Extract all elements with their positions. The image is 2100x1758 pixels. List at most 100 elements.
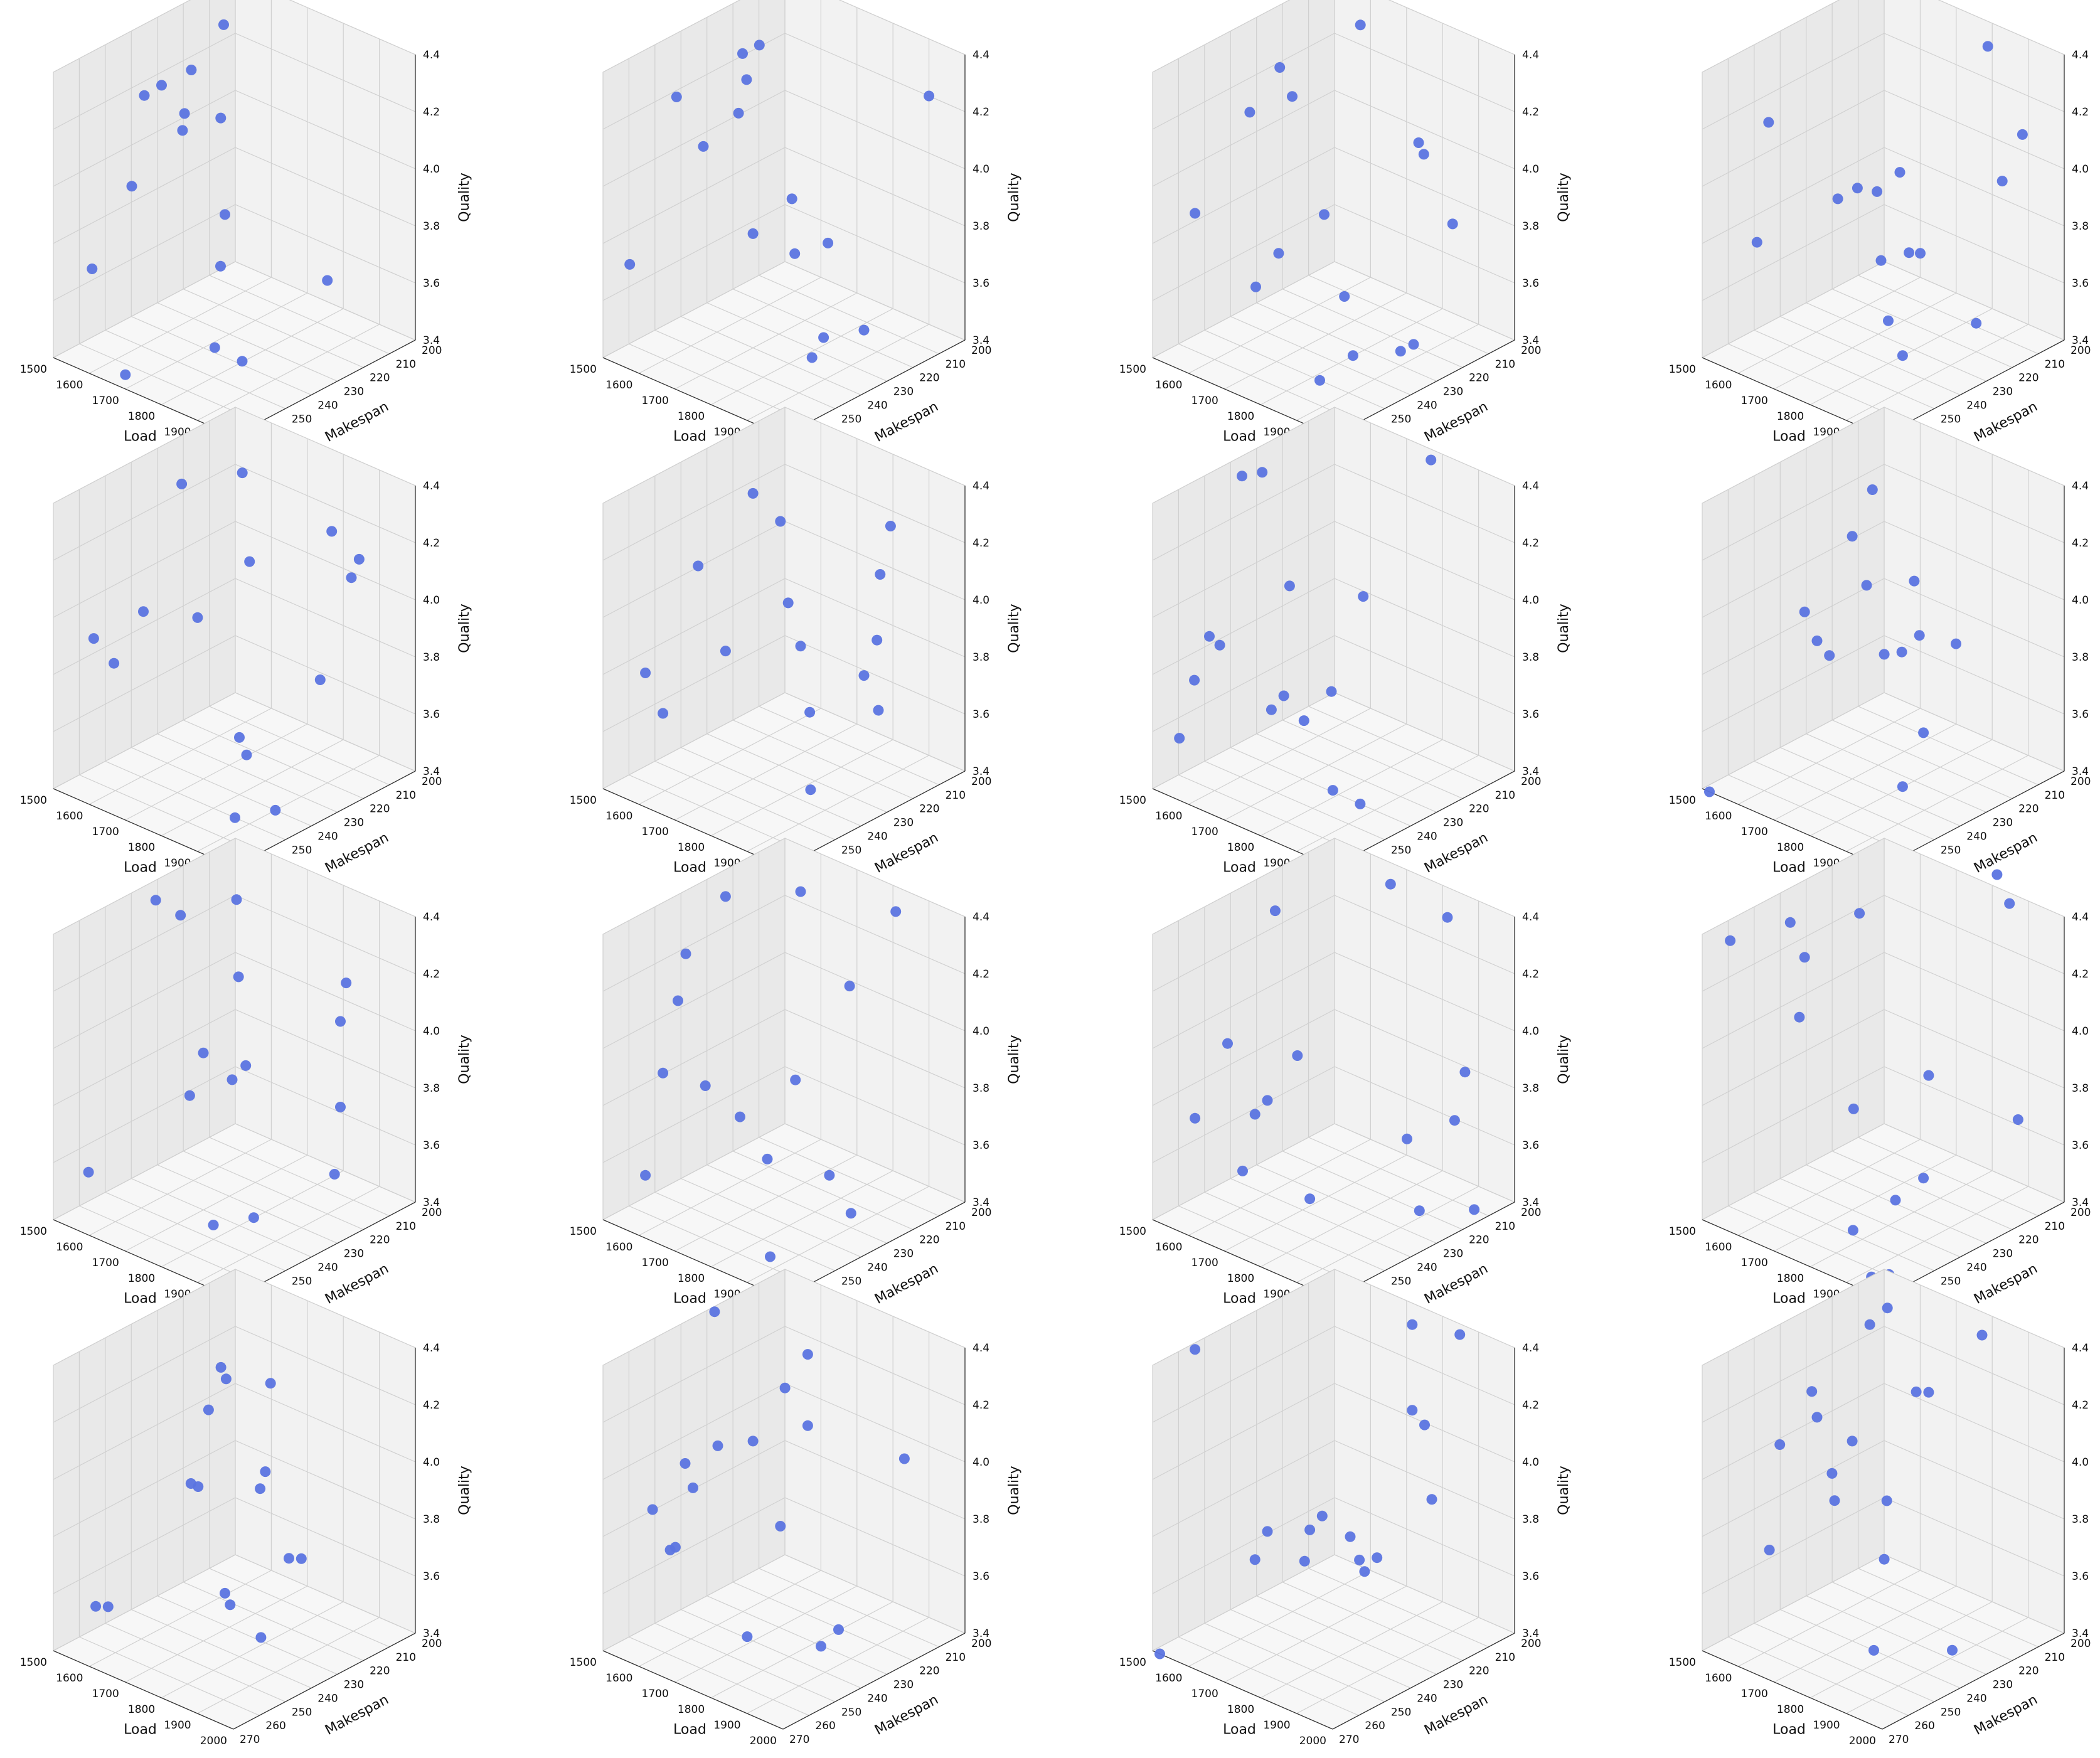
data-point <box>1355 19 1366 31</box>
z-tick-label: 3.8 <box>423 220 440 233</box>
gridline-x <box>197 324 380 421</box>
y-tick-label: 210 <box>2045 1220 2065 1233</box>
gridline-z <box>1334 635 1515 715</box>
grid-lines <box>53 1269 416 1730</box>
x-axis-label: Load <box>1772 860 1806 876</box>
z-tick-label: 4.0 <box>973 1456 989 1469</box>
data-point <box>237 356 248 367</box>
gridline-z <box>602 1326 786 1423</box>
y-tick-label: 210 <box>1495 789 1515 802</box>
gridline-y <box>209 706 390 786</box>
z-tick-label: 4.4 <box>2072 49 2089 61</box>
data-point <box>1832 193 1843 205</box>
data-point <box>1407 1405 1418 1416</box>
x-tick-label: 1900 <box>164 1719 191 1732</box>
data-point <box>669 1542 681 1553</box>
gridline-y <box>759 1137 939 1217</box>
chart-panel-13: Group 13 Data150016001700180019002000200… <box>8 1269 484 1747</box>
data-points <box>1190 19 1458 386</box>
data-point <box>1848 1103 1859 1114</box>
y-tick-label: 240 <box>1966 830 1986 843</box>
gridline-z <box>602 1383 786 1480</box>
gridline-y <box>759 706 939 786</box>
x-axis-line <box>1152 788 1333 868</box>
gridline-z <box>1334 147 1515 226</box>
gridline-x <box>161 739 344 836</box>
gridline-y <box>706 1164 887 1244</box>
z-tick-label: 4.4 <box>2072 911 2089 924</box>
chart-panel-15: Group 15 Data150016001700180019002000200… <box>1107 1269 1584 1747</box>
data-point <box>233 971 244 983</box>
gridline-z <box>602 838 786 935</box>
gridline-z <box>1884 1554 2065 1634</box>
gridline-x <box>639 277 821 374</box>
y-tick-label: 210 <box>396 358 416 371</box>
data-point <box>1909 575 1920 587</box>
gridline-x <box>1774 1154 1957 1252</box>
gridline-x <box>710 308 893 405</box>
gridline-x <box>1296 324 1479 421</box>
scatter-3d-plot: 1500160017001800190020002002102202302402… <box>1669 838 2091 1316</box>
gridline-z <box>602 635 786 732</box>
gridline-z <box>1152 1383 1335 1480</box>
data-point <box>1826 1468 1838 1479</box>
data-point <box>335 1102 346 1112</box>
y-tick-label: 200 <box>2071 344 2091 357</box>
data-point <box>1316 1510 1328 1521</box>
data-point <box>833 1624 844 1635</box>
data-point <box>1327 785 1338 796</box>
z-tick-label: 3.8 <box>973 220 989 233</box>
gridline-y <box>183 720 364 799</box>
gridline-y <box>1230 1609 1411 1688</box>
gridline-z <box>1152 895 1335 992</box>
z-tick-label: 4.4 <box>1522 1342 1539 1355</box>
gridline-y <box>681 1178 861 1257</box>
data-point <box>1868 1644 1879 1656</box>
data-point <box>1879 1553 1890 1565</box>
z-tick-label: 3.6 <box>423 708 440 721</box>
gridline-z <box>235 464 416 543</box>
gridline-z <box>784 635 966 715</box>
z-tick-label: 4.4 <box>1522 49 1539 61</box>
x-tick-label: 1600 <box>1155 379 1182 392</box>
gridline-z <box>235 147 416 226</box>
y-tick-label: 210 <box>2045 1651 2065 1664</box>
gridline-x <box>125 292 308 390</box>
data-point <box>1799 952 1810 963</box>
data-point <box>1897 781 1908 792</box>
gridline-y <box>209 1137 390 1217</box>
x-axis-label: Load <box>673 1722 706 1738</box>
data-point <box>1774 1439 1786 1450</box>
data-point <box>1872 186 1883 197</box>
gridline-x <box>1846 755 2028 852</box>
z-tick-label: 4.2 <box>2072 537 2089 550</box>
data-point <box>823 237 834 248</box>
data-point <box>1372 1552 1383 1564</box>
gridline-z <box>1334 33 1515 112</box>
gridline-z <box>235 578 416 658</box>
gridline-y <box>1754 1622 1935 1702</box>
z-tick-label: 4.4 <box>423 1342 440 1355</box>
gridline-z <box>1702 1123 1885 1220</box>
data-point <box>209 342 220 353</box>
y-tick-label: 230 <box>1993 817 2013 829</box>
gridline-x <box>89 1570 272 1667</box>
data-point <box>775 516 786 527</box>
gridline-z <box>53 1440 236 1537</box>
data-point <box>1915 248 1926 259</box>
x-tick-label: 1700 <box>642 1688 669 1700</box>
y-tick-label: 200 <box>971 344 991 357</box>
y-tick-label: 200 <box>1521 775 1541 788</box>
x-axis-line <box>53 357 234 437</box>
y-tick-label: 230 <box>1993 1248 2013 1260</box>
gridline-z <box>602 1497 786 1594</box>
z-tick-label: 4.0 <box>973 1025 989 1038</box>
gridline-x <box>125 1585 308 1683</box>
gridline-z <box>235 1440 416 1520</box>
gridline-y <box>1308 275 1489 354</box>
gridline-z <box>235 261 416 341</box>
gridline-z <box>1884 204 2065 284</box>
gridline-y <box>1282 289 1463 368</box>
data-points <box>1154 1319 1466 1659</box>
z-tick-label: 4.2 <box>2072 968 2089 981</box>
